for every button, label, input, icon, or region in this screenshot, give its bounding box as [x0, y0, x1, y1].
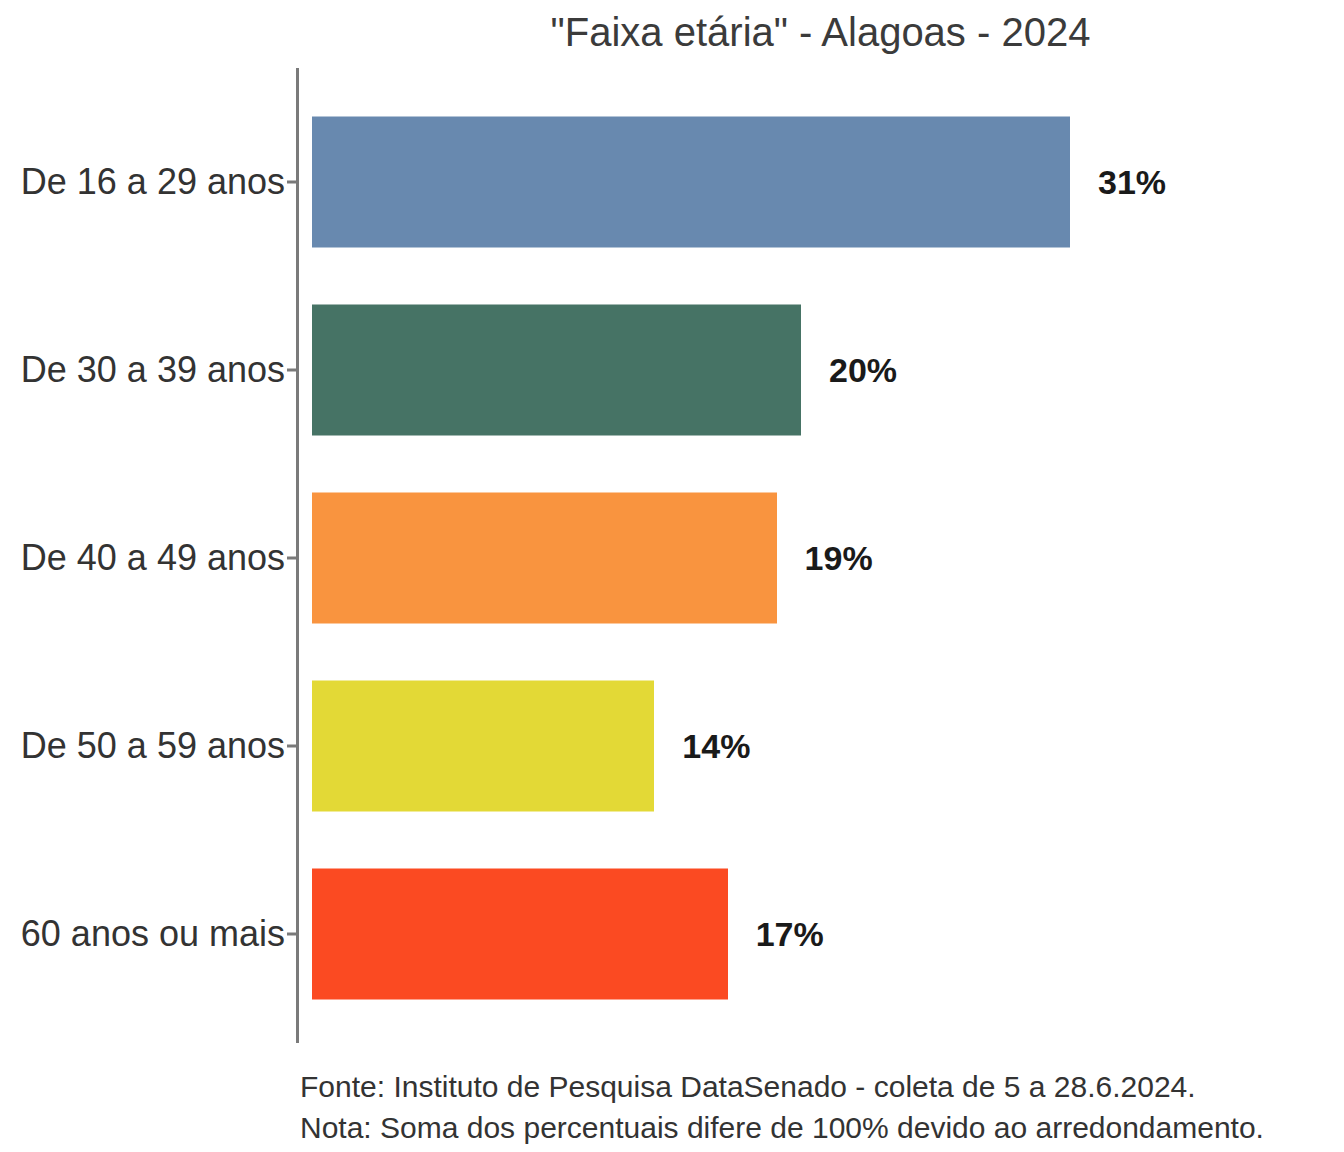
- category-label: De 50 a 59 anos: [0, 725, 285, 767]
- bar-chart: "Faixa etária" - Alagoas - 2024 De 16 a …: [0, 0, 1344, 1152]
- bar-segment: [312, 117, 1070, 248]
- category-label: De 16 a 29 anos: [0, 161, 285, 203]
- chart-row: 60 anos ou mais 17%: [0, 840, 1344, 1028]
- footer-note-line: Nota: Soma dos percentuais difere de 100…: [300, 1107, 1264, 1148]
- footer-source-line: Fonte: Instituto de Pesquisa DataSenado …: [300, 1066, 1264, 1107]
- axis-tick-mark: [287, 181, 297, 184]
- chart-row: De 30 a 39 anos 20%: [0, 276, 1344, 464]
- axis-tick-mark: [287, 745, 297, 748]
- value-label: 19%: [805, 539, 873, 578]
- category-label: De 30 a 39 anos: [0, 349, 285, 391]
- category-label: De 40 a 49 anos: [0, 537, 285, 579]
- value-label: 17%: [756, 915, 824, 954]
- chart-row: De 50 a 59 anos 14%: [0, 652, 1344, 840]
- bar-segment: [312, 305, 801, 436]
- value-label: 31%: [1098, 163, 1166, 202]
- chart-title: "Faixa etária" - Alagoas - 2024: [297, 10, 1344, 55]
- value-label: 14%: [682, 727, 750, 766]
- value-label: 20%: [829, 351, 897, 390]
- axis-tick-mark: [287, 369, 297, 372]
- bar-segment: [312, 681, 654, 812]
- footer-caption: Fonte: Instituto de Pesquisa DataSenado …: [300, 1066, 1264, 1148]
- chart-row: De 16 a 29 anos 31%: [0, 88, 1344, 276]
- bar-segment: [312, 493, 777, 624]
- axis-tick-mark: [287, 557, 297, 560]
- axis-tick-mark: [287, 933, 297, 936]
- bar-segment: [312, 869, 728, 1000]
- category-label: 60 anos ou mais: [0, 913, 285, 955]
- chart-row: De 40 a 49 anos 19%: [0, 464, 1344, 652]
